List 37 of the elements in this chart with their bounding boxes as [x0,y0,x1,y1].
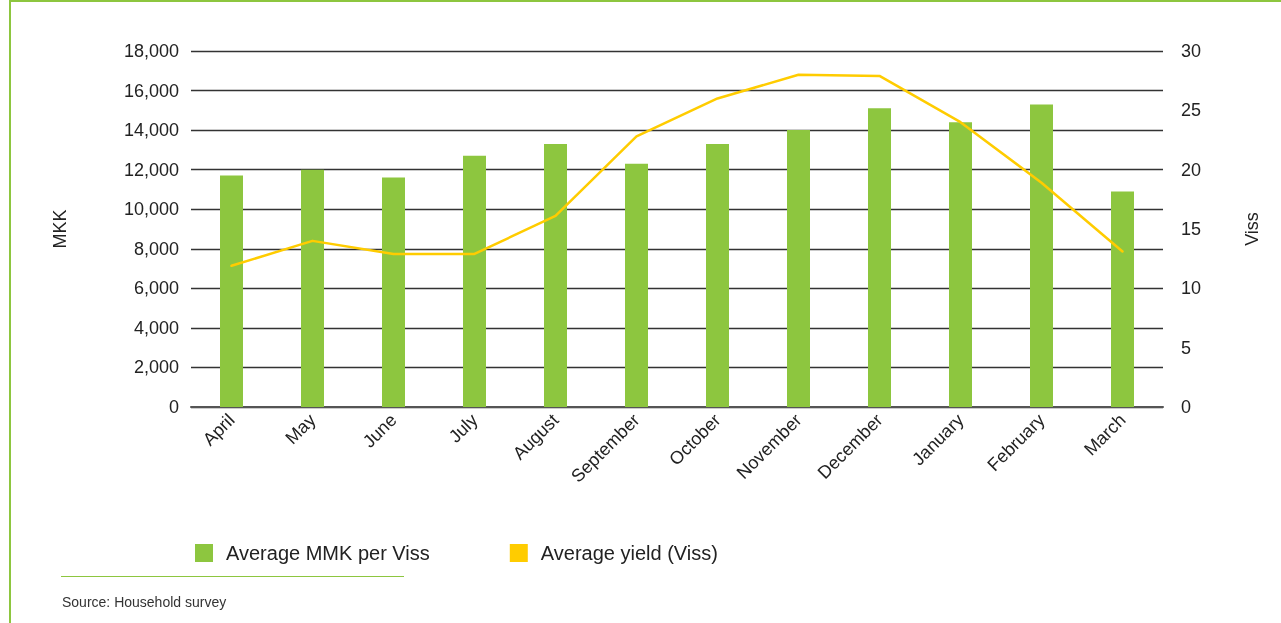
bar [868,108,891,407]
y-tick-label: 10,000 [123,199,179,220]
y2-tick-label: 0 [1181,397,1192,417]
bar [463,155,486,407]
y2-axis-title: Viss [1242,212,1262,246]
bar [1111,191,1134,407]
bar [382,177,405,407]
y-tick-label: 2,000 [133,357,179,378]
y-tick-label: 18,000 [123,41,179,61]
y2-tick-label: 5 [1181,337,1192,358]
y2-tick-label: 15 [1181,219,1202,239]
bar [706,143,729,407]
y-tick-label: 6,000 [133,278,179,299]
y-tick-label: 0 [168,397,179,417]
y-tick-label: 4,000 [133,317,179,338]
y-tick-label: 8,000 [133,238,179,259]
source-note: Source: Household survey [62,594,227,610]
bar [301,169,324,407]
y2-tick-label: 30 [1181,41,1202,61]
line-series [230,73,1124,268]
x-tick-label: May [281,409,320,449]
y2-tick-label: 20 [1181,159,1202,180]
y-tick-label: 14,000 [123,120,179,141]
y-tick-label: 16,000 [123,80,179,101]
legend-label: Average yield (Viss) [540,542,718,564]
bar [220,175,243,407]
bar [787,130,810,407]
bar [625,163,648,407]
y-axis-title: MKK [50,209,70,249]
x-tick-label: July [444,409,482,447]
legend-label: Average MMK per Viss [226,542,430,564]
bar [949,122,972,407]
bar [1030,104,1053,407]
y-tick-label: 12,000 [123,159,179,180]
y2-tick-label: 10 [1181,278,1202,299]
y2-tick-label: 25 [1181,100,1202,121]
bar [544,143,567,407]
